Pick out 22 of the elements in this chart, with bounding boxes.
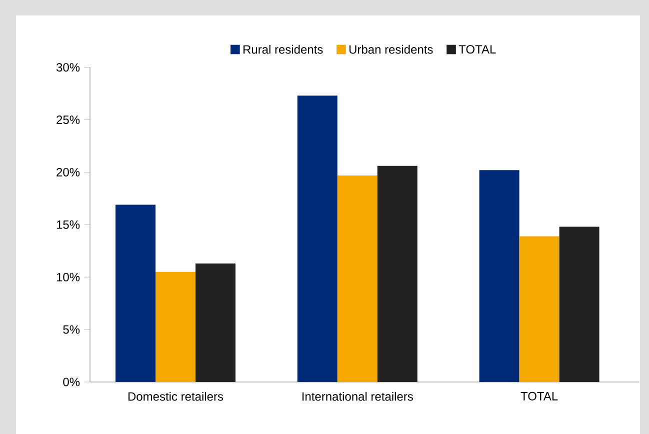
y-tick-label: 15% xyxy=(56,220,80,229)
bar xyxy=(196,263,236,382)
bar xyxy=(116,204,156,382)
legend-label: Urban residents xyxy=(349,44,433,54)
y-tick-label: 0% xyxy=(63,378,80,386)
legend-label: TOTAL xyxy=(458,45,496,54)
bar xyxy=(559,226,600,382)
x-tick-label: Domestic retailers xyxy=(128,392,224,401)
legend-label: Rural residents xyxy=(244,44,323,54)
bar xyxy=(155,272,196,382)
x-tick-label: International retailers xyxy=(302,392,413,401)
bar xyxy=(377,166,418,382)
bar xyxy=(297,96,338,382)
bar xyxy=(519,236,560,382)
y-tick-label: 20% xyxy=(56,168,80,176)
y-tick-label: 5% xyxy=(63,325,80,334)
x-tick-label: TOTAL xyxy=(520,392,558,400)
y-tick-label: 10% xyxy=(56,272,80,282)
y-tick-label: 30% xyxy=(56,63,80,72)
bar xyxy=(479,170,520,382)
bar xyxy=(337,175,378,382)
y-tick-label: 25% xyxy=(56,116,80,124)
